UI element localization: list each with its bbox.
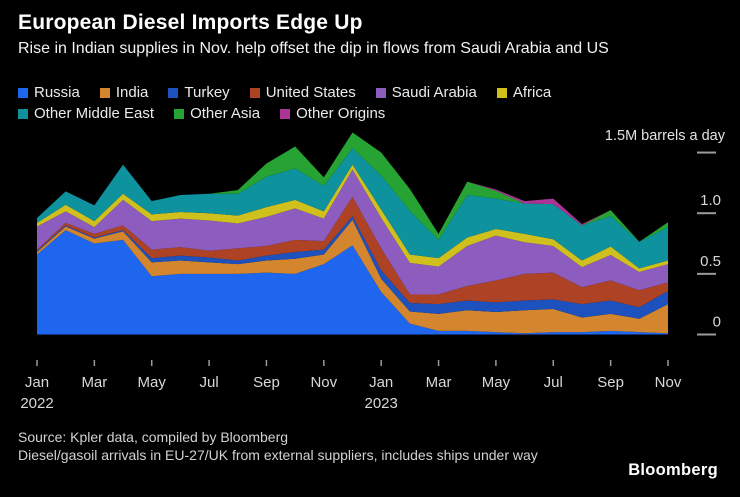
area-africa [37, 164, 668, 273]
legend-item-united-states: United States [249, 84, 356, 101]
x-tick-label: Jan [369, 374, 393, 391]
chart-subtitle: Rise in Indian supplies in Nov. help off… [18, 40, 609, 57]
source-text: Source: Kpler data, compiled by Bloomber… [18, 429, 289, 445]
legend-label: Turkey [184, 84, 230, 101]
y-axis-unit-label: 1.5M barrels a day [604, 128, 725, 144]
legend-swatch-turkey [168, 88, 179, 98]
x-tick-label: Jul [544, 374, 563, 391]
legend-swatch-other-middle-east [18, 109, 28, 119]
x-tick-mark [609, 360, 612, 366]
y-tick-mark [697, 333, 716, 336]
x-tick-label: Mar [426, 374, 452, 391]
y-tick-mark [697, 212, 716, 215]
legend-item-other-origins: Other Origins [280, 106, 385, 122]
x-tick-mark [667, 360, 669, 366]
legend-label: India [115, 84, 149, 101]
legend-item-saudi-arabia: Saudi Arabia [375, 84, 477, 101]
x-tick-label: Jul [199, 374, 218, 391]
area-other-middle-east [37, 148, 668, 269]
footer: Source: Kpler data, compiled by Bloomber… [18, 428, 538, 464]
x-axis: Jan 2022 Mar May Jul Sep Nov Jan 2023 Mar May Jul Se… [20, 360, 682, 412]
legend-item-africa: Africa [496, 84, 552, 101]
x-tick-label: May [482, 374, 511, 391]
y-axis: 0 0.5 1.0 [697, 151, 721, 336]
x-tick-label: Sep [253, 374, 280, 391]
legend-label: Saudi Arabia [391, 84, 477, 101]
y-tick-label: 0 [713, 314, 721, 331]
legend-label: United States [265, 84, 356, 101]
legend-label: Russia [34, 84, 80, 101]
legend: Russia India Turkey United States Saudi Arab… [18, 85, 618, 122]
x-tick-mark [552, 360, 555, 366]
y-tick-label: 0.5 [700, 253, 721, 270]
chart-title: European Diesel Imports Edge Up [18, 11, 363, 34]
y-tick-mark [697, 272, 716, 275]
legend-item-other-middle-east: Other Middle East [18, 106, 154, 122]
legend-label: Other Middle East [34, 105, 155, 122]
x-tick-label: Sep [597, 374, 624, 391]
x-tick-mark [36, 360, 38, 366]
x-tick-mark [208, 360, 210, 366]
x-tick-mark [323, 360, 325, 366]
x-tick-mark [380, 360, 382, 366]
x-tick-label: May [138, 374, 167, 391]
x-tick-mark [265, 360, 268, 366]
legend-label: Africa [512, 84, 552, 101]
legend-item-other-asia: Other Asia [174, 106, 260, 122]
legend-item-india: India [99, 84, 149, 101]
legend-swatch-russia [18, 88, 28, 98]
legend-swatch-other-asia [174, 109, 185, 119]
legend-swatch-india [99, 88, 110, 98]
x-tick-mark [495, 360, 497, 366]
area-russia [37, 230, 668, 335]
legend-label: Other Origins [296, 105, 386, 122]
area-turkey [37, 216, 668, 319]
x-tick-label: Nov [310, 374, 337, 391]
x-year-label: 2023 [364, 395, 397, 412]
bloomberg-logo: Bloomberg [628, 461, 718, 479]
y-tick-mark [697, 151, 716, 154]
area-united-states [37, 196, 668, 308]
legend-item-turkey: Turkey [168, 84, 230, 101]
x-tick-mark [93, 360, 96, 366]
legend-swatch-united-states [249, 88, 260, 98]
area-india [37, 219, 668, 334]
stacked-areas [37, 132, 668, 335]
x-tick-mark [150, 360, 153, 366]
x-tick-label: Nov [655, 374, 682, 391]
y-tick-label: 1.0 [700, 192, 721, 209]
note-text: Diesel/gasoil arrivals in EU-27/UK from … [18, 447, 538, 463]
x-year-label: 2022 [20, 395, 53, 412]
x-tick-label: Jan [25, 374, 49, 391]
legend-item-russia: Russia [18, 85, 80, 101]
legend-swatch-africa [496, 88, 507, 98]
legend-label: Other Asia [190, 105, 261, 122]
legend-swatch-saudi-arabia [375, 88, 386, 98]
area-saudi-arabia [37, 169, 668, 295]
x-tick-mark [437, 360, 440, 366]
legend-swatch-other-origins [280, 109, 291, 119]
x-tick-label: Mar [81, 374, 107, 391]
